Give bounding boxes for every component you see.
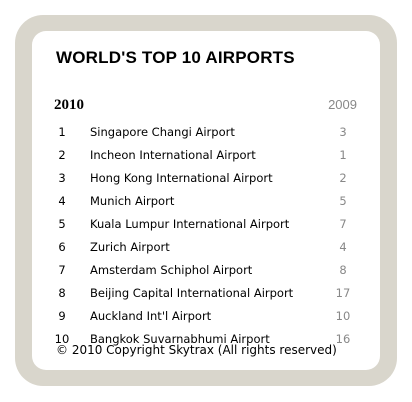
list-item: 3 Hong Kong International Airport 2 — [32, 167, 380, 190]
list-item: 6 Zurich Airport 4 — [32, 236, 380, 259]
list-item: 7 Amsterdam Schiphol Airport 8 — [32, 259, 380, 282]
list-item: 4 Munich Airport 5 — [32, 190, 380, 213]
airport-name: Auckland Int'l Airport — [90, 309, 212, 323]
airport-name: Singapore Changi Airport — [90, 125, 235, 139]
rank-number: 3 — [58, 171, 66, 185]
airport-name: Beijing Capital International Airport — [90, 286, 294, 300]
card-title: WORLD'S TOP 10 AIRPORTS — [56, 48, 295, 67]
previous-rank: 17 — [335, 286, 351, 300]
rank-number: 2 — [58, 148, 66, 162]
rank-number: 7 — [58, 263, 66, 277]
list-item: 5 Kuala Lumpur International Airport 7 — [32, 213, 380, 236]
rank-number: 9 — [58, 309, 66, 323]
previous-rank: 10 — [335, 309, 351, 323]
list-item: 8 Beijing Capital International Airport … — [32, 282, 380, 305]
rank-number: 1 — [58, 125, 66, 139]
previous-rank: 1 — [339, 148, 347, 162]
list-item: 9 Auckland Int'l Airport 10 — [32, 305, 380, 328]
list-item: 10 Bangkok Suvarnabhumi Airport 16 — [32, 328, 380, 351]
rank-number: 5 — [58, 217, 66, 231]
previous-rank: 8 — [339, 263, 347, 277]
airport-name: Amsterdam Schiphol Airport — [90, 263, 253, 277]
current-year-header: 2010 — [54, 97, 84, 113]
previous-rank: 3 — [339, 125, 347, 139]
list-item: 2 Incheon International Airport 1 — [32, 144, 380, 167]
previous-rank: 4 — [339, 240, 347, 254]
previous-year-header: 2009 — [328, 97, 357, 112]
card-panel: WORLD'S TOP 10 AIRPORTS 2010 2009 1 Sing… — [32, 31, 380, 370]
copyright-footer: © 2010 Copyright Skytrax (All rights res… — [56, 343, 337, 357]
previous-rank: 7 — [339, 217, 347, 231]
card-frame: WORLD'S TOP 10 AIRPORTS 2010 2009 1 Sing… — [15, 15, 397, 386]
airport-name: Incheon International Airport — [90, 148, 256, 162]
previous-rank: 16 — [335, 332, 351, 346]
airport-name: Bangkok Suvarnabhumi Airport — [90, 332, 270, 346]
rank-number: 6 — [58, 240, 66, 254]
airport-name: Kuala Lumpur International Airport — [90, 217, 290, 231]
list-item: 1 Singapore Changi Airport 3 — [32, 121, 380, 144]
rank-number: 4 — [58, 194, 66, 208]
rank-number: 10 — [54, 332, 70, 346]
airport-name: Zurich Airport — [90, 240, 170, 254]
airport-name: Hong Kong International Airport — [90, 171, 273, 185]
airport-name: Munich Airport — [90, 194, 175, 208]
previous-rank: 5 — [339, 194, 347, 208]
previous-rank: 2 — [339, 171, 347, 185]
rank-number: 8 — [58, 286, 66, 300]
